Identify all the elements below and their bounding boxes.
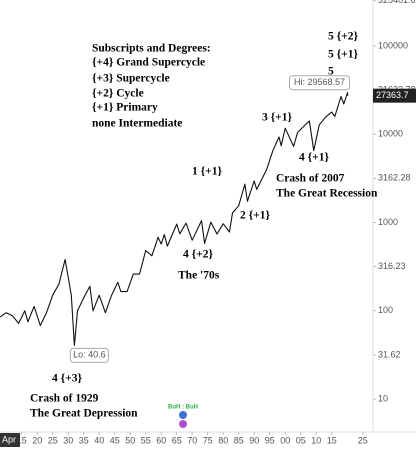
x-tick-label: 60 bbox=[156, 435, 166, 445]
annotation: Subscripts and Degrees: bbox=[92, 43, 211, 55]
annotation: {+1} Primary bbox=[92, 102, 158, 114]
x-tick-label: 00 bbox=[280, 435, 290, 445]
x-tick-label: 70 bbox=[187, 435, 197, 445]
annotation: 4 {+2} bbox=[183, 249, 213, 261]
x-tick-label: 40 bbox=[94, 435, 104, 445]
y-tick-label: 100 bbox=[378, 305, 393, 315]
x-tick-label: 45 bbox=[110, 435, 120, 445]
x-tick-label: 55 bbox=[141, 435, 151, 445]
price-line bbox=[0, 92, 349, 346]
last-price-label: 27363.7 bbox=[376, 90, 409, 100]
x-tick-label: 30 bbox=[63, 435, 73, 445]
high-label: Hi: 29568.57 bbox=[289, 75, 351, 91]
x-tick-label: 20 bbox=[32, 435, 42, 445]
annotation: Crash of 1929 bbox=[30, 393, 99, 405]
y-tick-label: 31.62 bbox=[378, 349, 401, 359]
x-tick-label: 10 bbox=[311, 435, 321, 445]
annotation: The Great Recession bbox=[276, 188, 378, 200]
x-tick-label: 90 bbox=[249, 435, 259, 445]
badge-icon bbox=[179, 420, 187, 428]
x-tick-label: 80 bbox=[218, 435, 228, 445]
x-tick-label: 65 bbox=[172, 435, 182, 445]
x-tick-label: 15 bbox=[327, 435, 337, 445]
y-tick-label: 100000 bbox=[378, 40, 408, 50]
annotation: 5 {+1} bbox=[328, 49, 358, 61]
annotation: {+2} Cycle bbox=[92, 88, 144, 100]
low-label-text: Lo: 40.6 bbox=[73, 350, 106, 360]
badge-icon bbox=[179, 411, 187, 419]
x-tick-label: 25 bbox=[358, 435, 368, 445]
annotation: none Intermediate bbox=[92, 118, 182, 130]
last-price-box bbox=[373, 88, 416, 103]
annotation: The '70s bbox=[178, 270, 220, 282]
annotation: 4 {+1} bbox=[299, 152, 329, 164]
annotation: Crash of 2007 bbox=[276, 173, 345, 185]
y-tick-label: 10 bbox=[378, 393, 388, 403]
y-tick-label: 3162.28 bbox=[378, 173, 411, 183]
cursor-date-box bbox=[0, 433, 20, 447]
annotation: 2 {+1} bbox=[240, 210, 270, 222]
badge-label: BuH : BuH bbox=[168, 405, 198, 411]
annotation: {+4} Grand Supercycle bbox=[92, 57, 205, 69]
x-tick-label: 25 bbox=[48, 435, 58, 445]
y-tick-label: 325401.6 bbox=[378, 0, 416, 5]
y-tick-label: 316.23 bbox=[378, 261, 406, 271]
y-tick-label: 10000 bbox=[378, 129, 403, 139]
x-tick-label: 75 bbox=[203, 435, 213, 445]
x-tick-label: 95 bbox=[265, 435, 275, 445]
annotation: 5 bbox=[328, 66, 334, 78]
annotation: The Great Depression bbox=[30, 408, 138, 420]
x-tick-label: 15 bbox=[17, 435, 27, 445]
low-label-box bbox=[69, 347, 109, 363]
cursor-date-label: Apr bbox=[2, 434, 16, 444]
high-label-text: Hi: 29568.57 bbox=[294, 77, 345, 87]
annotation: 1 {+1} bbox=[192, 166, 222, 178]
x-tick-label: 50 bbox=[125, 435, 135, 445]
high-label-box bbox=[289, 75, 351, 91]
low-label: Lo: 40.6 bbox=[69, 347, 109, 363]
y-tick-label: 1000 bbox=[378, 217, 398, 227]
x-tick-label: 85 bbox=[234, 435, 244, 445]
annotation: 5 {+2} bbox=[328, 31, 358, 43]
annotation: 4 {+3} bbox=[52, 373, 82, 385]
annotation: {+3} Supercycle bbox=[92, 73, 170, 85]
x-tick-label: 35 bbox=[79, 435, 89, 445]
annotation: 3 {+1} bbox=[262, 112, 292, 124]
x-tick-label: 05 bbox=[296, 435, 306, 445]
